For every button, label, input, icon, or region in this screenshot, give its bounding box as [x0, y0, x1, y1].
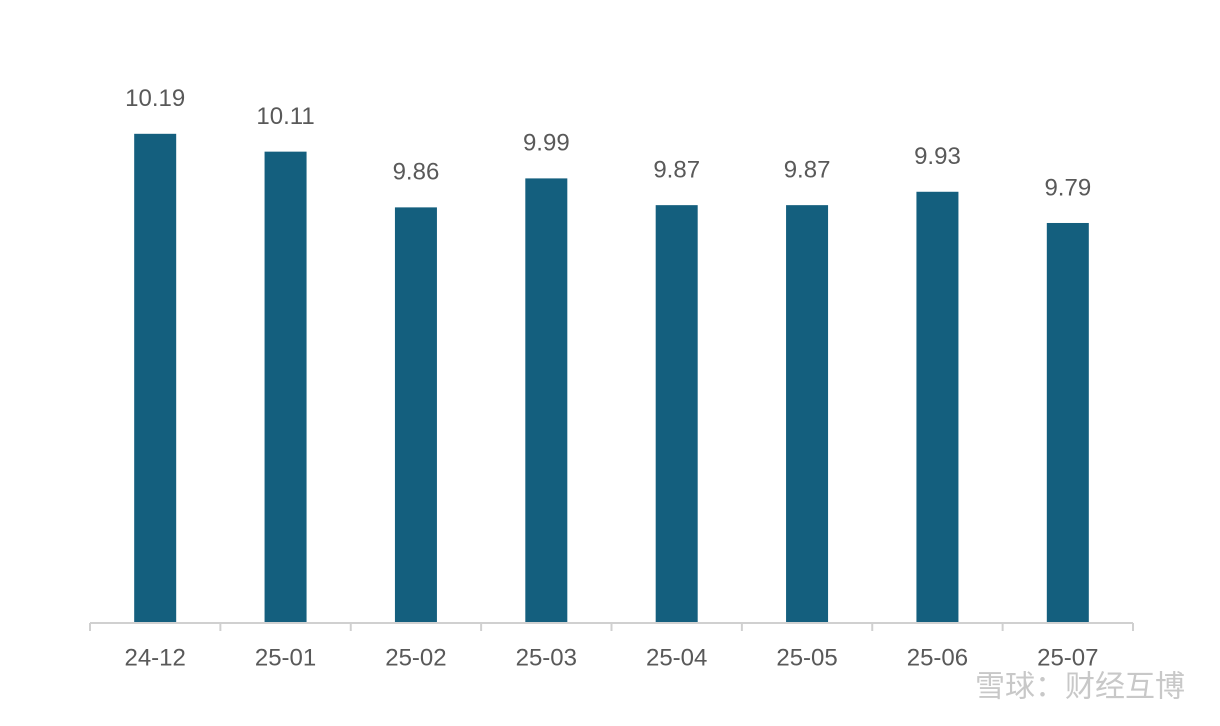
bar — [264, 151, 307, 623]
value-label: 9.87 — [653, 156, 700, 183]
bar — [655, 205, 698, 623]
value-label: 9.79 — [1044, 174, 1091, 201]
x-tick-label: 25-02 — [385, 644, 446, 671]
value-label: 10.11 — [256, 103, 314, 130]
bar — [786, 205, 829, 623]
x-tick-label: 25-07 — [1037, 644, 1098, 671]
bar — [525, 178, 568, 623]
bar — [1046, 222, 1089, 622]
x-tick-label: 25-05 — [776, 644, 837, 671]
value-label: 9.93 — [914, 143, 961, 170]
value-label: 9.86 — [393, 159, 440, 186]
value-label: 9.99 — [523, 130, 570, 157]
x-tick-label: 25-01 — [255, 644, 316, 671]
x-tick-label: 25-03 — [516, 644, 577, 671]
bar — [134, 133, 177, 622]
x-tick-label: 25-04 — [646, 644, 707, 671]
bar — [394, 207, 437, 622]
value-label: 9.87 — [784, 156, 831, 183]
x-tick-label: 25-06 — [907, 644, 968, 671]
watermark: 雪球：财经互博 — [975, 670, 1185, 705]
x-tick-label: 24-12 — [124, 644, 185, 671]
value-label: 10.19 — [125, 85, 185, 112]
bar — [916, 191, 959, 623]
